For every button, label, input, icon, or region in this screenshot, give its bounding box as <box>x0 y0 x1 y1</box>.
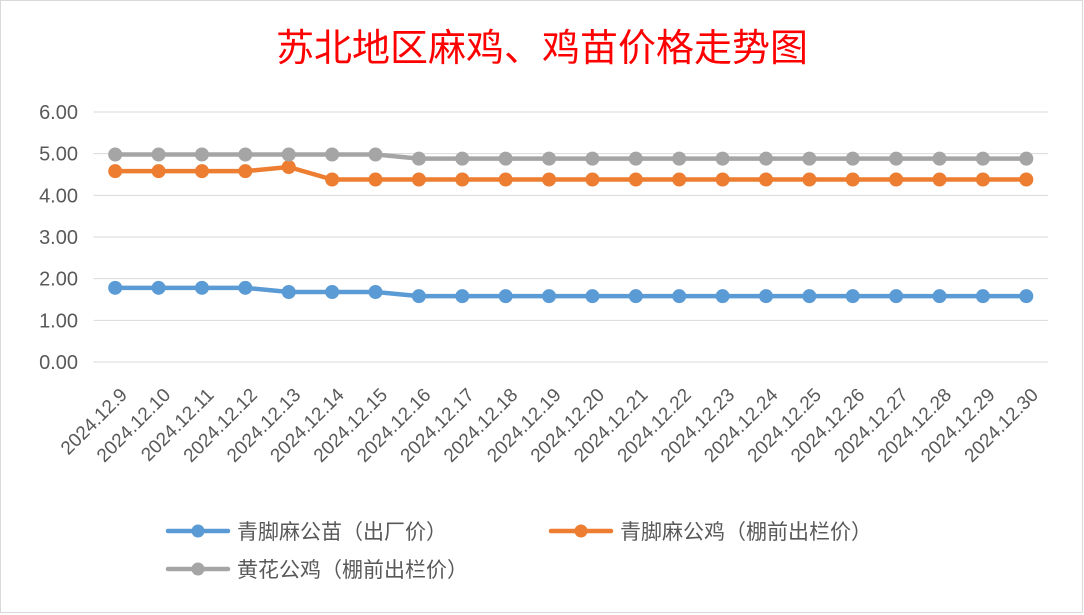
data-point <box>1019 289 1034 304</box>
data-point <box>281 160 296 174</box>
data-point <box>194 164 209 179</box>
data-point <box>411 151 426 166</box>
data-point <box>932 289 947 304</box>
data-point <box>108 164 123 179</box>
data-point <box>889 172 904 187</box>
legend-item: 黄花公鸡（棚前出栏价） <box>165 558 468 582</box>
data-point <box>108 280 123 295</box>
y-tick-label: 1.00 <box>39 310 78 332</box>
data-point <box>975 289 990 304</box>
legend-point-marker <box>191 562 205 576</box>
data-point <box>845 289 860 304</box>
y-tick-label: 4.00 <box>39 185 78 207</box>
data-point <box>542 151 557 166</box>
data-point <box>411 172 426 187</box>
data-point <box>194 280 209 295</box>
series-line <box>112 164 1029 182</box>
data-point <box>889 289 904 304</box>
data-point <box>455 289 470 304</box>
data-point <box>325 285 340 299</box>
data-point <box>238 147 253 162</box>
data-point <box>542 289 557 304</box>
data-point <box>932 172 947 187</box>
legend: 青脚麻公苗（出厂价） 青脚麻公鸡（棚前出栏价） 黄花公鸡（棚前出栏价） <box>165 520 872 582</box>
data-point <box>325 147 340 162</box>
series-1 <box>108 160 1034 187</box>
data-point <box>194 147 209 162</box>
data-point <box>802 151 817 166</box>
data-point <box>845 151 860 166</box>
data-point <box>151 164 166 179</box>
data-point <box>628 289 643 304</box>
data-point <box>281 285 296 299</box>
data-point <box>845 172 860 187</box>
data-point <box>151 147 166 162</box>
data-point <box>715 172 730 187</box>
series-0 <box>108 280 1034 304</box>
data-point <box>585 151 600 166</box>
data-point <box>628 172 643 187</box>
data-point <box>368 172 383 187</box>
data-point <box>585 172 600 187</box>
data-point <box>238 164 253 179</box>
data-point <box>758 151 773 166</box>
y-tick-label: 6.00 <box>39 102 78 124</box>
data-point <box>498 172 513 187</box>
data-point <box>325 172 340 187</box>
data-point <box>715 289 730 304</box>
data-point <box>975 172 990 187</box>
legend-label: 青脚麻公苗（出厂价） <box>237 520 447 544</box>
series-line <box>112 152 1029 161</box>
data-point <box>758 172 773 187</box>
legend-item: 青脚麻公鸡（棚前出栏价） <box>548 520 872 544</box>
data-point <box>455 151 470 166</box>
data-point <box>368 147 383 162</box>
legend-point-marker <box>574 524 588 538</box>
series-line <box>112 285 1029 299</box>
data-point <box>672 172 687 187</box>
data-point <box>542 172 557 187</box>
data-point <box>498 151 513 166</box>
data-point <box>802 172 817 187</box>
data-point <box>672 151 687 166</box>
data-point <box>932 151 947 166</box>
data-point <box>498 289 513 304</box>
data-point <box>672 289 687 304</box>
data-point <box>802 289 817 304</box>
data-point <box>411 289 426 304</box>
data-point <box>281 147 296 162</box>
data-point <box>1019 151 1034 166</box>
y-axis-tick-labels: 0.00 1.00 2.00 3.00 4.00 5.00 6.00 <box>39 102 78 374</box>
data-point <box>368 285 383 299</box>
legend-label: 黄花公鸡（棚前出栏价） <box>237 558 468 582</box>
data-point <box>975 151 990 166</box>
y-tick-label: 3.00 <box>39 227 78 249</box>
legend-point-marker <box>191 524 205 538</box>
legend-item: 青脚麻公苗（出厂价） <box>165 520 447 544</box>
y-tick-label: 5.00 <box>39 144 78 166</box>
data-point <box>715 151 730 166</box>
series-2 <box>108 147 1034 166</box>
y-tick-label: 2.00 <box>39 269 78 291</box>
data-point <box>758 289 773 304</box>
series-group <box>108 147 1034 304</box>
data-point <box>455 172 470 187</box>
chart-title: 苏北地区麻鸡、鸡苗价格走势图 <box>276 26 808 70</box>
data-point <box>585 289 600 304</box>
data-point <box>238 280 253 295</box>
data-point <box>1019 172 1034 187</box>
legend-label: 青脚麻公鸡（棚前出栏价） <box>620 520 872 544</box>
data-point <box>151 280 166 295</box>
data-point <box>108 147 123 162</box>
data-point <box>889 151 904 166</box>
y-tick-label: 0.00 <box>39 352 78 374</box>
data-point <box>628 151 643 166</box>
